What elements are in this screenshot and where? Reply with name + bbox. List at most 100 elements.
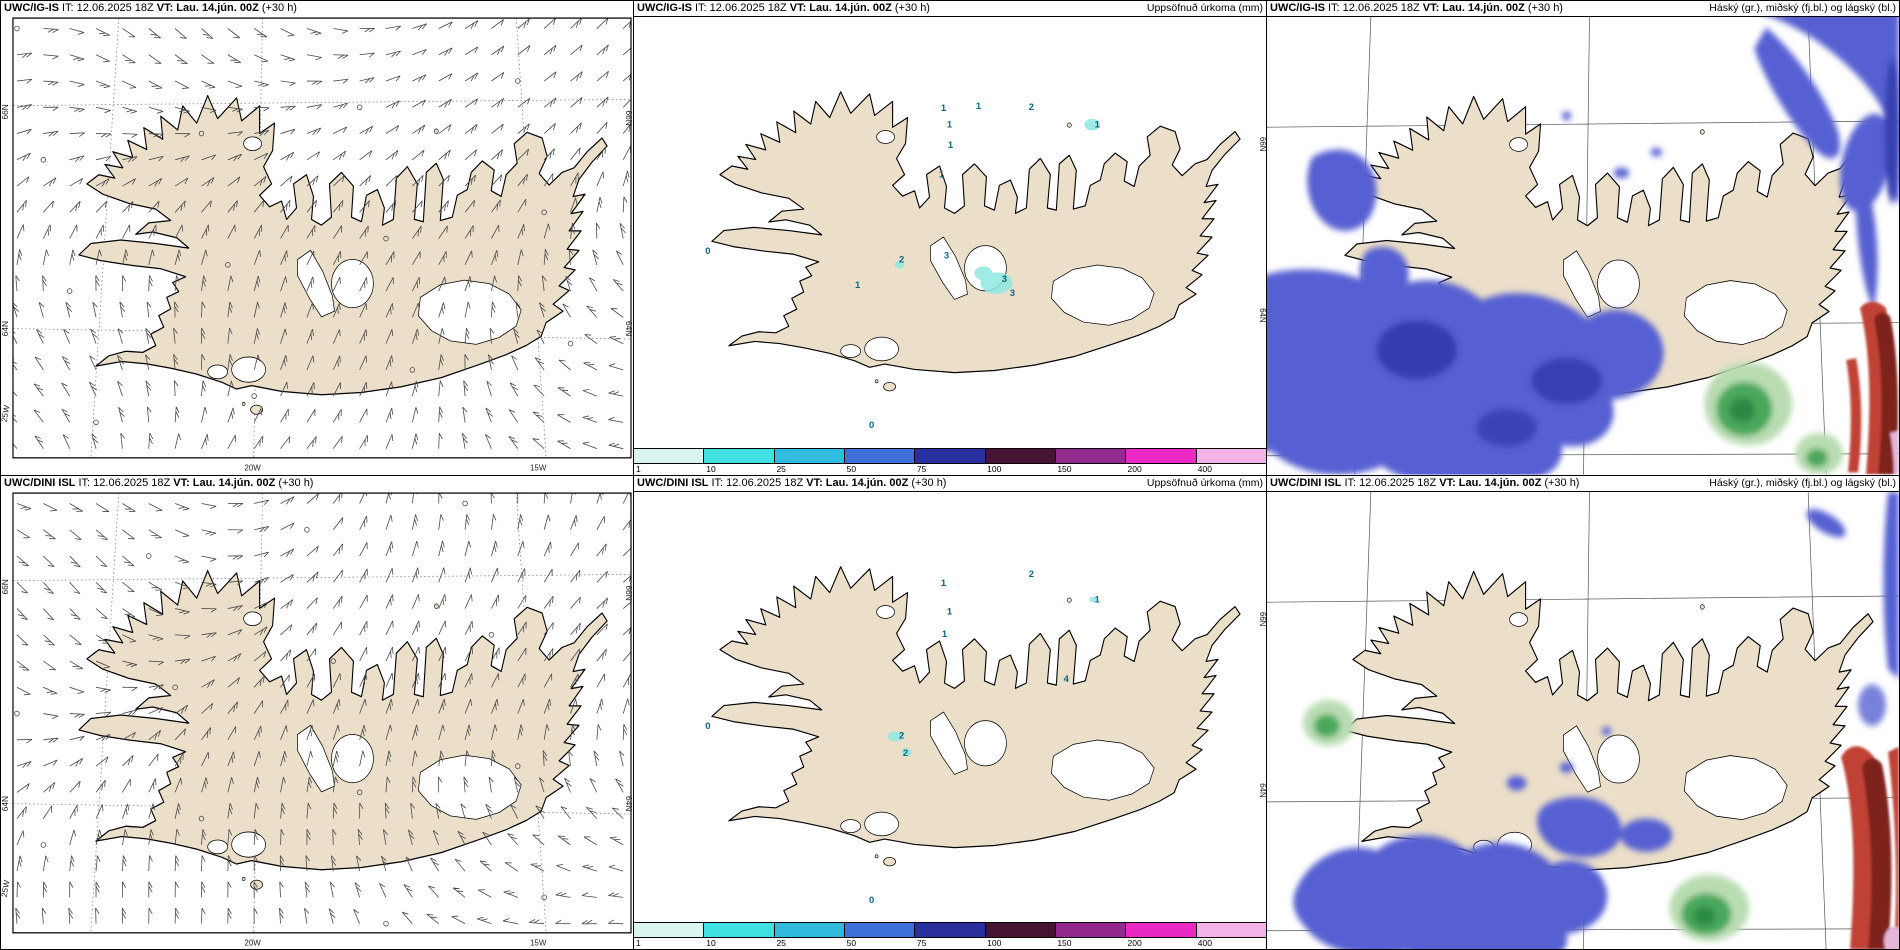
graticule-label: 15W bbox=[530, 463, 547, 472]
wind-barb bbox=[491, 275, 497, 292]
wind-barb bbox=[36, 329, 45, 344]
precip-value: 3 bbox=[1010, 287, 1015, 298]
wind-barb bbox=[280, 54, 295, 62]
calm-wind-symbol bbox=[488, 631, 495, 638]
wind-barb bbox=[227, 676, 240, 688]
wind-barb bbox=[117, 381, 123, 397]
wind-barb bbox=[148, 907, 153, 924]
graticule-label: 25W bbox=[1, 404, 11, 423]
wind-barb bbox=[385, 251, 395, 266]
wind-barb bbox=[359, 125, 374, 135]
wind-barb bbox=[464, 593, 473, 609]
wind-barb bbox=[543, 647, 554, 661]
wind-barb bbox=[517, 275, 523, 292]
wind-barb bbox=[543, 148, 555, 161]
wind-barb bbox=[95, 686, 111, 693]
wind-barb bbox=[122, 881, 127, 897]
panel-header: UWC/DINI ISL IT: 12.06.2025 18Z VT: Lau. 1… bbox=[1, 475, 633, 491]
wind-barb bbox=[460, 802, 466, 819]
graticule-label: 25W bbox=[1, 879, 11, 898]
wind-barb bbox=[612, 279, 624, 292]
wind-barb bbox=[464, 327, 470, 344]
wind-barb bbox=[227, 176, 241, 187]
wind-barb bbox=[589, 777, 598, 793]
wind-barb bbox=[385, 724, 393, 740]
precip-shaded-areas bbox=[894, 118, 1101, 294]
wind-barb bbox=[306, 492, 319, 504]
wind-barb bbox=[227, 776, 234, 792]
wind-barb bbox=[175, 133, 191, 138]
wind-barb bbox=[174, 200, 186, 213]
model-name: UWC/IG-IS bbox=[4, 2, 59, 14]
wind-barb bbox=[69, 155, 85, 163]
wind-barb bbox=[146, 301, 152, 318]
wind-barb bbox=[411, 567, 420, 582]
graticule-label: 64N bbox=[1, 321, 10, 336]
colorbar-tick-label: 25 bbox=[776, 463, 786, 474]
wind-barb bbox=[486, 380, 492, 397]
wind-barb bbox=[43, 633, 55, 646]
wind-barb bbox=[543, 249, 549, 265]
wind-barb bbox=[253, 675, 265, 688]
wind-barb bbox=[306, 225, 316, 239]
wind-barb bbox=[306, 828, 311, 845]
wind-barb bbox=[148, 502, 163, 511]
wind-barb bbox=[359, 802, 364, 819]
graticule-label: 15W bbox=[530, 938, 547, 947]
wind-barb bbox=[528, 918, 545, 924]
wind-barb bbox=[332, 621, 343, 635]
wind-barb bbox=[280, 355, 288, 371]
wind-barb bbox=[306, 436, 317, 449]
precip-value: 0 bbox=[869, 419, 874, 430]
wind-barb bbox=[359, 303, 368, 318]
wind-barb bbox=[174, 881, 179, 897]
wind-barb bbox=[517, 123, 530, 134]
wind-barb bbox=[543, 18, 556, 29]
wind-barb bbox=[517, 672, 526, 688]
wind-barb bbox=[332, 200, 344, 213]
wind-barb bbox=[543, 173, 554, 187]
colorbar-tick-label: 100 bbox=[987, 938, 1002, 948]
wind-barb bbox=[280, 328, 288, 344]
wind-barb bbox=[16, 855, 23, 871]
wind-barb bbox=[359, 698, 367, 714]
wind-barb bbox=[201, 751, 210, 766]
wind-barb bbox=[96, 711, 112, 717]
wind-barb bbox=[596, 622, 608, 635]
wind-barb bbox=[332, 408, 342, 423]
wind-barb bbox=[148, 200, 160, 213]
wind-barb bbox=[175, 155, 190, 163]
wind-barb bbox=[586, 305, 598, 318]
wind-barb bbox=[332, 225, 343, 239]
wind-barb bbox=[253, 750, 261, 766]
wind-barb bbox=[491, 698, 499, 714]
wind-barb bbox=[332, 724, 340, 740]
wind-barb bbox=[12, 359, 18, 371]
wind-barb bbox=[570, 698, 578, 714]
wind-barb bbox=[517, 594, 527, 609]
wind-barb bbox=[333, 126, 348, 134]
panel-header-left: UWC/DINI ISL IT: 12.06.2025 18Z VT: Lau. 1… bbox=[4, 476, 316, 491]
wind-barb bbox=[16, 78, 33, 84]
wind-barb bbox=[95, 249, 102, 265]
wind-barb bbox=[227, 200, 238, 213]
wind-barb bbox=[16, 128, 32, 135]
wind-barb bbox=[568, 249, 574, 265]
model-name: UWC/DINI ISL bbox=[4, 476, 76, 489]
wind-barb bbox=[517, 249, 524, 265]
wind-barb bbox=[280, 381, 288, 397]
wind-barb bbox=[491, 567, 499, 582]
init-time: IT: 12.06.2025 18Z bbox=[62, 2, 154, 14]
precip-value: 0 bbox=[705, 245, 710, 256]
wind-barb bbox=[201, 80, 216, 89]
wind-barb bbox=[280, 648, 292, 661]
wind-barb bbox=[253, 250, 262, 265]
wind-barb bbox=[411, 750, 418, 766]
wind-barb bbox=[175, 658, 191, 664]
wind-barb bbox=[438, 724, 445, 740]
wind-barbs-layer bbox=[12, 18, 632, 450]
wind-barb bbox=[536, 329, 545, 344]
wind-barb bbox=[38, 302, 45, 318]
wind-barb bbox=[43, 660, 56, 670]
